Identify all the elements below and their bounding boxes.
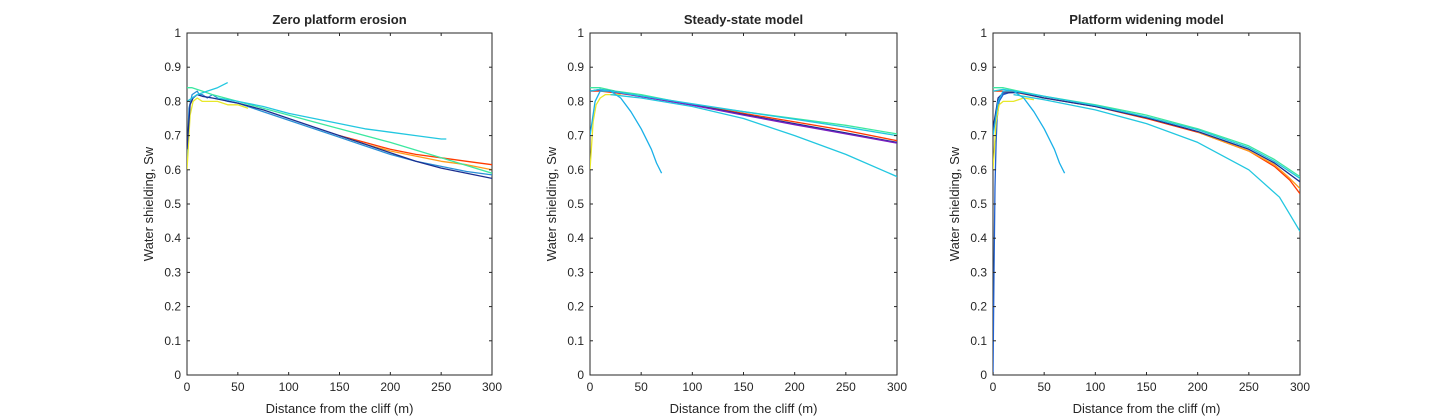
y-tick-label: 0 [980,368,987,382]
series-group [187,82,492,180]
series-line-4 [187,87,492,174]
y-tick-label: 0 [174,368,181,382]
panel-zero-platform-erosion: 0 50 100 150 200 250 300 0 0.1 0.2 0.3 0.4 0.5 0.6 0.7… [141,12,502,416]
y-tick-label: 0 [577,368,584,382]
y-axis-label: Water shielding, Sw [544,146,559,261]
plot-area [186,32,493,376]
panel-platform-widening-model: 0 50 100 150 200 250 300 0 0.1 0.2 0.3 0.4 0.5 0.6 0.7… [947,12,1310,416]
y-tick-label: 0.5 [164,197,181,211]
x-tick-label: 100 [1085,380,1105,394]
series-line-6 [187,82,228,102]
y-tick-label: 1 [174,26,181,40]
y-tick-label: 1 [980,26,987,40]
y-tick-label: 0.1 [970,334,987,348]
y-tick-label: 0.2 [567,300,584,314]
x-tick-label: 0 [184,380,191,394]
y-tick-label: 0.9 [970,60,987,74]
x-tick-label: 250 [431,380,451,394]
series-line-1 [187,97,249,170]
series-line-7 [610,93,897,178]
y-tick-label: 0.3 [970,265,987,279]
x-tick-label: 100 [279,380,299,394]
y-tick-label: 0.8 [970,94,987,108]
x-tick-label: 250 [836,380,856,394]
chart-title: Steady-state model [684,12,803,27]
x-tick-label: 50 [231,380,245,394]
x-axis-label: Distance from the cliff (m) [266,401,414,416]
y-tick-label: 0.8 [164,94,181,108]
plot-area [589,32,898,376]
panel-steady-state-model: 0 50 100 150 200 250 300 0 0.1 0.2 0.3 0.4 0.5 0.6 0.7… [544,12,907,416]
y-tick-label: 0.3 [567,265,584,279]
series-line-6 [590,90,663,174]
y-axis-label: Water shielding, Sw [947,146,962,261]
series-line-7 [217,97,447,140]
y-tick-label: 0.4 [164,231,181,245]
x-tick-label: 100 [682,380,702,394]
y-tick-label: 0.2 [164,300,181,314]
x-axis-label: Distance from the cliff (m) [670,401,818,416]
x-axis-label: Distance from the cliff (m) [1073,401,1221,416]
series-group [590,87,897,178]
y-tick-label: 0.1 [164,334,181,348]
y-tick-label: 0.6 [970,163,987,177]
y-tick-label: 0.1 [567,334,584,348]
y-tick-label: 0.9 [567,60,584,74]
y-tick-label: 0.9 [164,60,181,74]
x-tick-label: 200 [380,380,400,394]
x-tick-label: 0 [587,380,594,394]
x-tick-label: 0 [990,380,997,394]
x-tick-label: 150 [1136,380,1156,394]
y-tick-label: 0.5 [567,197,584,211]
y-tick-label: 0.7 [970,129,987,143]
y-tick-label: 0.3 [164,265,181,279]
series-line-2 [339,134,492,166]
x-tick-label: 50 [634,380,648,394]
series-line-1 [993,97,1035,170]
y-tick-label: 0.4 [567,231,584,245]
chart-title: Zero platform erosion [272,12,406,27]
y-tick-label: 0.6 [567,163,584,177]
y-tick-label: 0.5 [970,197,987,211]
chart-title: Platform widening model [1069,12,1224,27]
series-group [993,87,1300,375]
y-tick-label: 0.2 [970,300,987,314]
series-line-4 [1197,131,1300,190]
y-axis-label: Water shielding, Sw [141,146,156,261]
y-tick-label: 1 [577,26,584,40]
x-tick-label: 150 [733,380,753,394]
x-tick-label: 200 [1188,380,1208,394]
y-tick-label: 0.7 [567,129,584,143]
y-tick-label: 0.8 [567,94,584,108]
series-line-8 [1013,93,1300,232]
series-line-7 [993,90,1066,174]
y-tick-label: 0.4 [970,231,987,245]
x-tick-label: 50 [1037,380,1051,394]
x-tick-label: 300 [482,380,502,394]
x-tick-label: 250 [1239,380,1259,394]
y-tick-label: 0.6 [164,163,181,177]
plot-area [992,32,1301,376]
y-tick-label: 0.7 [164,129,181,143]
x-tick-label: 150 [329,380,349,394]
x-tick-label: 200 [785,380,805,394]
x-tick-label: 300 [1290,380,1310,394]
x-tick-label: 300 [887,380,907,394]
series-line-5 [590,88,897,137]
series-line-2 [993,87,1300,178]
